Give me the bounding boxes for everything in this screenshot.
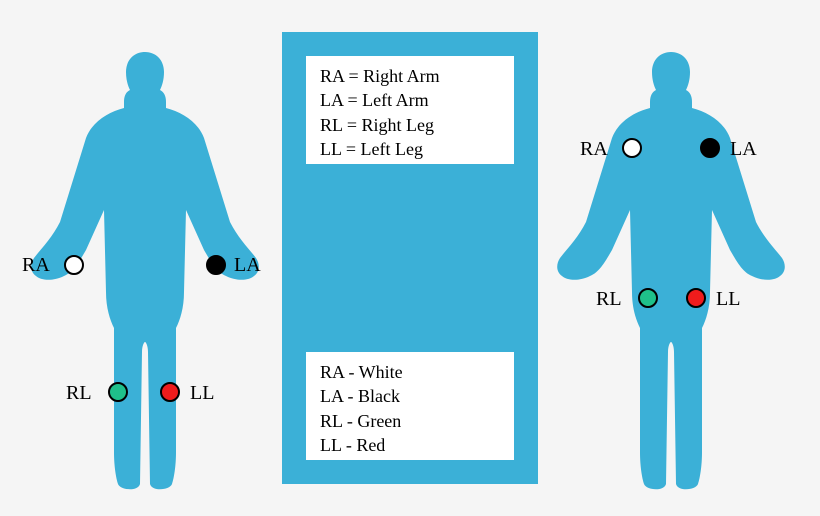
- legend-line: RL - Green: [320, 409, 500, 433]
- electrode-left-ll: [160, 382, 180, 402]
- legend-line: LA - Black: [320, 384, 500, 408]
- electrode-right-ll: [686, 288, 706, 308]
- body-figure-right: [556, 52, 786, 492]
- electrode-label-left-ll: LL: [190, 382, 214, 405]
- electrode-left-ra: [64, 255, 84, 275]
- legend-line: RA = Right Arm: [320, 64, 500, 88]
- electrode-label-right-ll: LL: [716, 288, 740, 311]
- electrode-left-la: [206, 255, 226, 275]
- electrode-label-right-ra: RA: [580, 138, 608, 161]
- electrode-label-left-la: LA: [234, 254, 261, 277]
- electrode-label-right-la: LA: [730, 138, 757, 161]
- legend-colors: RA - White LA - Black RL - Green LL - Re…: [306, 352, 514, 460]
- legend-line: LL - Red: [320, 433, 500, 457]
- electrode-right-rl: [638, 288, 658, 308]
- legend-abbreviations: RA = Right Arm LA = Left Arm RL = Right …: [306, 56, 514, 164]
- body-figure-left: [30, 52, 260, 492]
- electrode-left-rl: [108, 382, 128, 402]
- electrode-right-la: [700, 138, 720, 158]
- legend-line: RL = Right Leg: [320, 113, 500, 137]
- electrode-label-left-rl: RL: [66, 382, 92, 405]
- legend-line: RA - White: [320, 360, 500, 384]
- electrode-label-left-ra: RA: [22, 254, 50, 277]
- electrode-label-right-rl: RL: [596, 288, 622, 311]
- legend-line: LA = Left Arm: [320, 88, 500, 112]
- legend-line: LL = Left Leg: [320, 137, 500, 161]
- electrode-right-ra: [622, 138, 642, 158]
